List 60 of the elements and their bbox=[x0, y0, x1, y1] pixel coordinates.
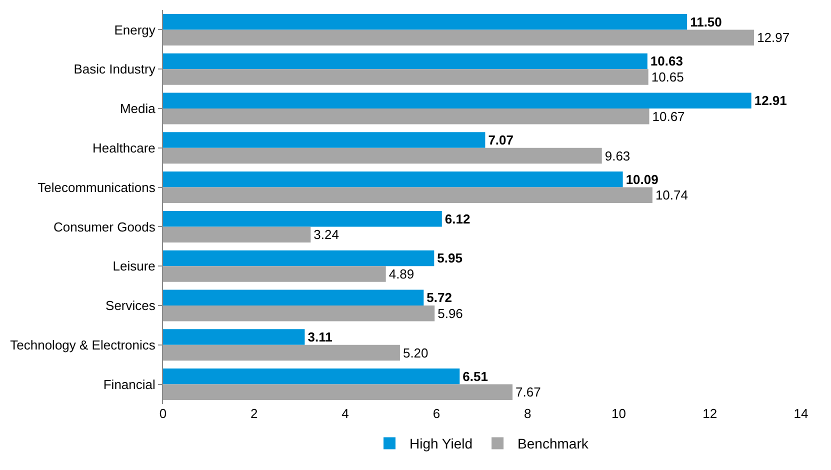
data-label: 7.07 bbox=[488, 132, 514, 148]
bar bbox=[163, 30, 754, 46]
y-tick-label: Basic Industry bbox=[74, 62, 156, 77]
data-label: 12.97 bbox=[757, 30, 790, 46]
data-label: 12.91 bbox=[754, 93, 787, 108]
x-tick-label: 8 bbox=[524, 406, 532, 421]
y-tick-label: Consumer Goods bbox=[54, 219, 156, 234]
bar bbox=[163, 92, 752, 108]
data-label: 5.95 bbox=[437, 250, 462, 266]
bar bbox=[163, 384, 513, 400]
data-label: 6.51 bbox=[462, 368, 488, 384]
data-label: 5.96 bbox=[438, 306, 463, 321]
legend-label: High Yield bbox=[410, 436, 473, 452]
x-tick-label: 10 bbox=[611, 406, 626, 421]
bar bbox=[163, 187, 652, 204]
data-label: 7.67 bbox=[516, 384, 541, 400]
data-label: 3.24 bbox=[314, 227, 339, 242]
data-label: 11.50 bbox=[690, 14, 722, 30]
bar bbox=[163, 210, 442, 227]
data-label: 9.63 bbox=[604, 148, 630, 164]
legend-label: Benchmark bbox=[518, 436, 590, 452]
bar bbox=[163, 344, 400, 361]
bar bbox=[163, 69, 648, 85]
data-label: 3.11 bbox=[308, 330, 332, 345]
y-tick-label: Energy bbox=[114, 22, 156, 38]
bar bbox=[163, 368, 460, 384]
data-label: 6.12 bbox=[444, 211, 470, 226]
bar bbox=[163, 290, 424, 306]
data-label: 10.63 bbox=[650, 54, 683, 69]
bar bbox=[163, 172, 623, 188]
x-tick-label: 0 bbox=[159, 406, 167, 421]
bar bbox=[163, 53, 648, 70]
bar bbox=[163, 266, 386, 282]
data-label: 5.72 bbox=[426, 290, 452, 306]
x-tick-label: 14 bbox=[794, 406, 808, 421]
y-tick-label: Healthcare bbox=[92, 140, 156, 156]
y-tick-label: Telecommunications bbox=[38, 180, 156, 195]
y-tick-label: Media bbox=[120, 101, 156, 116]
bar bbox=[163, 132, 486, 148]
y-tick-label: Technology & Electronics bbox=[10, 337, 156, 352]
data-label: 10.09 bbox=[626, 172, 658, 187]
data-label: 4.89 bbox=[388, 266, 414, 282]
x-tick-label: 6 bbox=[432, 406, 440, 421]
data-label: 10.65 bbox=[651, 69, 684, 84]
data-label: 5.20 bbox=[402, 345, 428, 360]
bar bbox=[163, 250, 434, 266]
y-tick-label: Services bbox=[106, 298, 156, 314]
bar bbox=[163, 329, 305, 345]
y-tick-label: Leisure bbox=[112, 258, 156, 274]
bar bbox=[163, 14, 688, 30]
bar bbox=[163, 306, 435, 322]
bar bbox=[163, 226, 311, 242]
bar bbox=[163, 108, 650, 124]
x-tick-label: 12 bbox=[702, 406, 718, 421]
data-label: 10.74 bbox=[655, 188, 688, 203]
bar bbox=[163, 148, 602, 164]
y-tick-label: Financial bbox=[103, 376, 156, 392]
x-tick-label: 2 bbox=[250, 406, 258, 421]
x-tick-label: 4 bbox=[342, 406, 349, 421]
data-label: 10.67 bbox=[652, 108, 685, 124]
